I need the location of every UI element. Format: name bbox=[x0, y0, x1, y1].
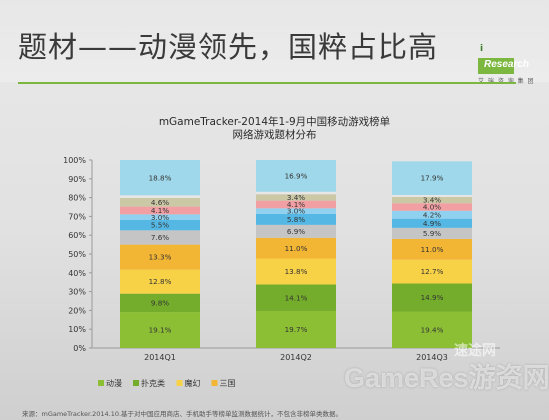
data-label: 3.4% bbox=[423, 196, 441, 205]
bar-segment bbox=[392, 238, 472, 260]
data-label: 12.7% bbox=[421, 267, 444, 276]
y-tick-label: 60% bbox=[68, 231, 86, 240]
y-tick-label: 30% bbox=[68, 288, 86, 297]
y-tick-label: 100% bbox=[63, 156, 86, 165]
bar-segment bbox=[120, 244, 200, 270]
data-label: 12.8% bbox=[149, 277, 172, 286]
legend-label: 动漫 bbox=[106, 378, 122, 388]
bar-segment bbox=[256, 160, 336, 192]
bar-segment bbox=[392, 210, 472, 219]
legend-label: 魔幻 bbox=[185, 378, 201, 388]
data-label: 9.8% bbox=[151, 298, 169, 307]
y-tick-label: 90% bbox=[68, 175, 86, 184]
data-label: 18.8% bbox=[149, 173, 172, 182]
data-label: 7.6% bbox=[151, 233, 169, 242]
data-label: 5.8% bbox=[287, 215, 305, 224]
bar-segment bbox=[392, 218, 472, 228]
data-label: 17.9% bbox=[421, 174, 444, 183]
bar-segment bbox=[392, 161, 472, 195]
watermark: GameRes游资网 bbox=[344, 363, 549, 393]
legend-swatch bbox=[133, 380, 139, 386]
legend-label: 扑克类 bbox=[141, 378, 165, 388]
data-label: 19.4% bbox=[421, 325, 444, 334]
bar-segment bbox=[256, 258, 336, 285]
data-label: 14.9% bbox=[421, 293, 444, 302]
data-label: 4.1% bbox=[287, 200, 305, 209]
legend-label: 三国 bbox=[220, 379, 236, 388]
bar-segment bbox=[256, 200, 336, 209]
iresearch-logo-mark: i bbox=[480, 44, 484, 54]
bar-segment bbox=[120, 312, 200, 348]
iresearch-logo-subtitle: 艾 瑞 咨 询 集 团 bbox=[478, 78, 535, 85]
iresearch-logo-text: Research bbox=[484, 59, 530, 70]
data-label: 3.0% bbox=[151, 213, 169, 222]
bar-segment bbox=[256, 310, 336, 348]
bar-segment bbox=[120, 195, 200, 198]
x-tick-label: 2014Q1 bbox=[144, 353, 176, 362]
data-label: 4.9% bbox=[423, 219, 441, 228]
data-label: 19.7% bbox=[285, 325, 308, 334]
bar-segment bbox=[256, 191, 336, 195]
data-label: 4.1% bbox=[151, 206, 169, 215]
legend-swatch bbox=[211, 380, 218, 386]
data-label: 5.9% bbox=[423, 229, 441, 238]
slide-title: 题材——动漫领先，国粹占比高 bbox=[18, 30, 439, 64]
data-label: 13.8% bbox=[285, 267, 308, 276]
bar-segment bbox=[392, 196, 472, 204]
data-label: 5.5% bbox=[151, 221, 169, 230]
data-label: 4.0% bbox=[423, 203, 441, 212]
data-label: 6.9% bbox=[287, 227, 305, 236]
watermark-top: 速途网 bbox=[454, 343, 496, 359]
bar-segment bbox=[120, 269, 200, 294]
bar-segment bbox=[256, 194, 336, 201]
data-label: 11.0% bbox=[285, 244, 308, 253]
y-tick-label: 10% bbox=[68, 325, 86, 334]
legend-swatch bbox=[176, 380, 183, 386]
bar-segment bbox=[392, 283, 472, 312]
x-tick-label: 2014Q2 bbox=[280, 353, 312, 362]
data-label: 4.6% bbox=[151, 198, 169, 207]
bar-segment bbox=[120, 214, 200, 220]
y-tick-label: 20% bbox=[68, 306, 86, 315]
bar-segment bbox=[392, 194, 472, 197]
chart-subtitle: 网络游戏题材分布 bbox=[232, 129, 317, 141]
data-label: 3.4% bbox=[287, 193, 305, 202]
y-tick-label: 50% bbox=[68, 250, 86, 259]
data-label: 14.1% bbox=[285, 293, 308, 302]
chart-title: mGameTracker-2014年1-9月中国移动游戏榜单 bbox=[158, 116, 391, 128]
bar-segment bbox=[120, 206, 200, 215]
bar-segment bbox=[392, 227, 472, 239]
bar-segment bbox=[392, 203, 472, 211]
iresearch-logo bbox=[478, 58, 514, 74]
y-tick-label: 0% bbox=[73, 344, 86, 353]
data-label: 16.9% bbox=[285, 171, 308, 180]
bar-segment bbox=[256, 237, 336, 259]
bar-segment bbox=[120, 197, 200, 207]
bar-segment bbox=[256, 284, 336, 311]
bar-segment bbox=[256, 213, 336, 225]
x-tick-label: 2014Q3 bbox=[416, 353, 448, 362]
data-label: 3.0% bbox=[287, 207, 305, 216]
y-tick-label: 70% bbox=[68, 212, 86, 221]
title-divider bbox=[18, 82, 516, 84]
bar-segment bbox=[120, 230, 200, 245]
title-band bbox=[0, 0, 549, 82]
bar-segment bbox=[392, 311, 472, 348]
bar-segment bbox=[256, 224, 336, 238]
bar-segment bbox=[392, 259, 472, 284]
bar-segment bbox=[120, 160, 200, 196]
data-label: 4.2% bbox=[423, 210, 441, 219]
bar-segment bbox=[120, 219, 200, 231]
y-tick-label: 40% bbox=[68, 269, 86, 278]
data-label: 19.1% bbox=[149, 326, 172, 335]
y-tick-label: 80% bbox=[68, 194, 86, 203]
bar-segment bbox=[256, 208, 336, 214]
data-label: 11.0% bbox=[421, 245, 444, 254]
legend-swatch bbox=[98, 380, 104, 386]
source-note: 来源：mGameTracker.2014.10.基于对中国应用商店、手机助手等榜… bbox=[22, 410, 343, 418]
bar-segment bbox=[120, 293, 200, 313]
data-label: 13.3% bbox=[149, 253, 172, 262]
